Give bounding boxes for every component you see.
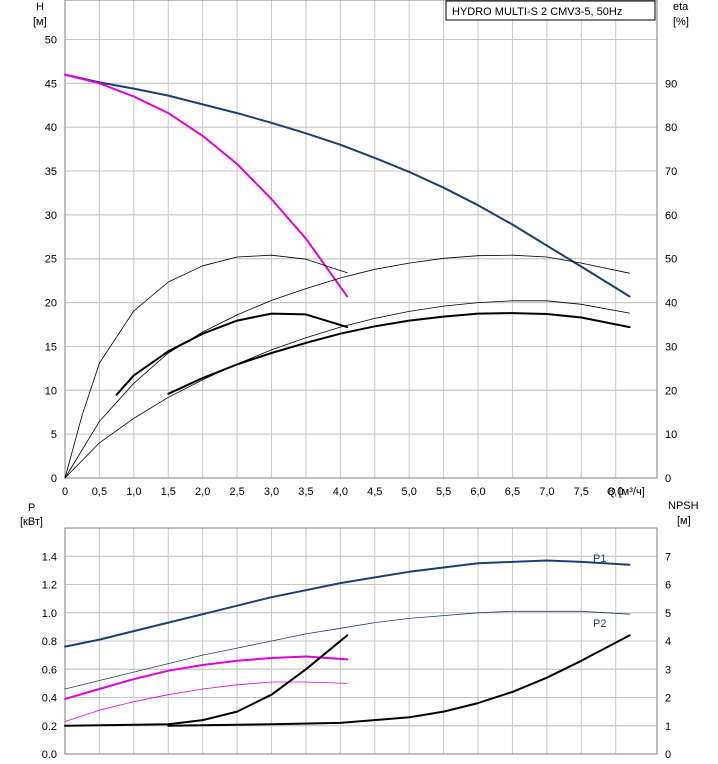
head-efficiency-left-tick-label: 40	[45, 122, 57, 134]
head-efficiency-right-tick-label: 50	[665, 254, 677, 266]
head-efficiency-right-tick-label: 10	[665, 429, 677, 441]
power-npsh-curve-1	[64, 610, 630, 690]
efficiency-axis-title: eta	[673, 1, 689, 13]
power-npsh-left-tick-label: 1.4	[42, 551, 57, 563]
flow-tick-label: 2,5	[229, 486, 244, 498]
power-npsh-frame	[64, 527, 658, 755]
power-npsh-left-tick-label: 0.0	[42, 749, 57, 761]
efficiency-axis-unit: [%]	[673, 16, 689, 28]
head-axis-title: H	[36, 1, 44, 13]
flow-tick-label: 4,0	[333, 486, 348, 498]
head-efficiency-curve-1	[64, 73, 349, 298]
power-npsh-left-tick-label: 0.8	[42, 636, 57, 648]
power-npsh-panel: 0.0 0.2 0.4 0.6 0.8 1.0 1.2 1.4 0 1 2 3 4 5 6 7 P [кВт…	[20, 500, 699, 761]
flow-tick-label: 3,5	[298, 486, 313, 498]
power-npsh-curve-0	[64, 559, 631, 648]
power-npsh-right-tick-label: 5	[665, 608, 671, 620]
flow-tick-label: 5,5	[436, 486, 451, 498]
head-axis-unit: [м]	[33, 16, 47, 28]
power-npsh-curves	[64, 559, 631, 727]
head-efficiency-left-tick-label: 25	[45, 254, 57, 266]
head-efficiency-frame	[64, 0, 658, 479]
head-efficiency-left-tick-label: 15	[45, 341, 57, 353]
flow-tick-label: 2,0	[195, 486, 210, 498]
head-efficiency-left-tick-label: 20	[45, 298, 57, 310]
power-npsh-left-tick-label: 1.2	[42, 580, 57, 592]
flow-tick-label: 0	[62, 486, 68, 498]
power-npsh-right-tick-label: 6	[665, 580, 671, 592]
flow-axis-title: Q [м³/ч]	[607, 486, 645, 498]
head-efficiency-right-tick-label: 30	[665, 341, 677, 353]
flow-tick-label: 7,0	[539, 486, 554, 498]
flow-tick-label: 1,0	[126, 486, 141, 498]
chart-title: HYDRO MULTI-S 2 CMV3-5, 50Hz	[452, 6, 622, 18]
power-npsh-right-tick-label: 0	[665, 749, 671, 761]
head-efficiency-curve-6	[167, 312, 631, 395]
power-npsh-right-tick-label: 3	[665, 664, 671, 676]
power-npsh-right-tick-label: 1	[665, 721, 671, 733]
head-efficiency-curve-3	[64, 254, 630, 479]
head-efficiency-right-tick-label: 20	[665, 385, 677, 397]
head-efficiency-left-tick-label: 0	[51, 473, 57, 485]
head-efficiency-right-tick-label: 0	[665, 473, 671, 485]
power-npsh-curve-3	[64, 681, 348, 722]
power-npsh-left-tick-label: 0.4	[42, 693, 57, 705]
flow-tick-label: 4,5	[367, 486, 382, 498]
flow-tick-label: 0,5	[92, 486, 107, 498]
flow-tick-label: 8,0	[608, 486, 623, 498]
power-axis-title: P	[28, 502, 35, 514]
flow-tick-label: 5,0	[402, 486, 417, 498]
head-efficiency-right-tick-label: 40	[665, 298, 677, 310]
power-axis-ticks: 0.0 0.2 0.4 0.6 0.8 1.0 1.2 1.4	[42, 551, 57, 761]
power-npsh-left-tick-label: 0.6	[42, 664, 57, 676]
power-npsh-right-tick-label: 2	[665, 693, 671, 705]
flow-tick-label: 1,5	[161, 486, 176, 498]
chart-title-box	[445, 0, 656, 21]
power-npsh-curve-5	[167, 634, 631, 727]
head-efficiency-left-tick-label: 10	[45, 385, 57, 397]
head-efficiency-left-tick-label: 35	[45, 166, 57, 178]
head-efficiency-right-tick-label: 60	[665, 210, 677, 222]
head-efficiency-curves	[64, 73, 631, 479]
head-efficiency-left-tick-label: 30	[45, 210, 57, 222]
head-efficiency-right-tick-label: 70	[665, 166, 677, 178]
flow-tick-label: 6,5	[505, 486, 520, 498]
power-npsh-right-tick-label: 4	[665, 636, 671, 648]
power-npsh-right-tick-label: 7	[665, 551, 671, 563]
npsh-axis-unit: [м]	[677, 515, 691, 527]
head-efficiency-panel: 0 5 10 15 20 25 30 35 40 45 50 0 10 20 30 40 50 60 70 80 90…	[33, 0, 689, 498]
power-npsh-left-tick-label: 0.2	[42, 721, 57, 733]
flow-axis-ticks: 0 0,5 1,0 1,5 2,0 2,5 3,0 3,5 4,0 4,5 5,0 5,5 6,0 6,5…	[62, 486, 623, 498]
power-npsh-curve-2	[64, 655, 349, 700]
p2-series-label: P2	[593, 618, 606, 630]
p1-series-label: P1	[593, 553, 606, 565]
head-efficiency-left-tick-label: 5	[51, 429, 57, 441]
head-efficiency-curve-4	[64, 300, 630, 479]
head-axis-ticks: 0 5 10 15 20 25 30 35 40 45 50	[45, 34, 57, 485]
flow-tick-label: 7,5	[574, 486, 589, 498]
npsh-axis-title: NPSH	[668, 500, 699, 512]
head-efficiency-left-tick-label: 45	[45, 78, 57, 90]
head-efficiency-right-tick-label: 90	[665, 78, 677, 90]
npsh-axis-ticks: 0 1 2 3 4 5 6 7	[665, 551, 671, 761]
flow-tick-label: 3,0	[264, 486, 279, 498]
power-npsh-curve-4	[64, 634, 349, 727]
power-axis-unit: [кВт]	[20, 516, 43, 528]
head-efficiency-curve-5	[115, 312, 349, 396]
flow-tick-label: 6,0	[470, 486, 485, 498]
power-npsh-left-tick-label: 1.0	[42, 608, 57, 620]
head-efficiency-curve-2	[64, 254, 348, 479]
head-efficiency-right-tick-label: 80	[665, 122, 677, 134]
head-efficiency-curve-0	[64, 73, 631, 298]
head-efficiency-left-tick-label: 50	[45, 34, 57, 46]
efficiency-axis-ticks: 0 10 20 30 40 50 60 70 80 90	[665, 78, 677, 485]
